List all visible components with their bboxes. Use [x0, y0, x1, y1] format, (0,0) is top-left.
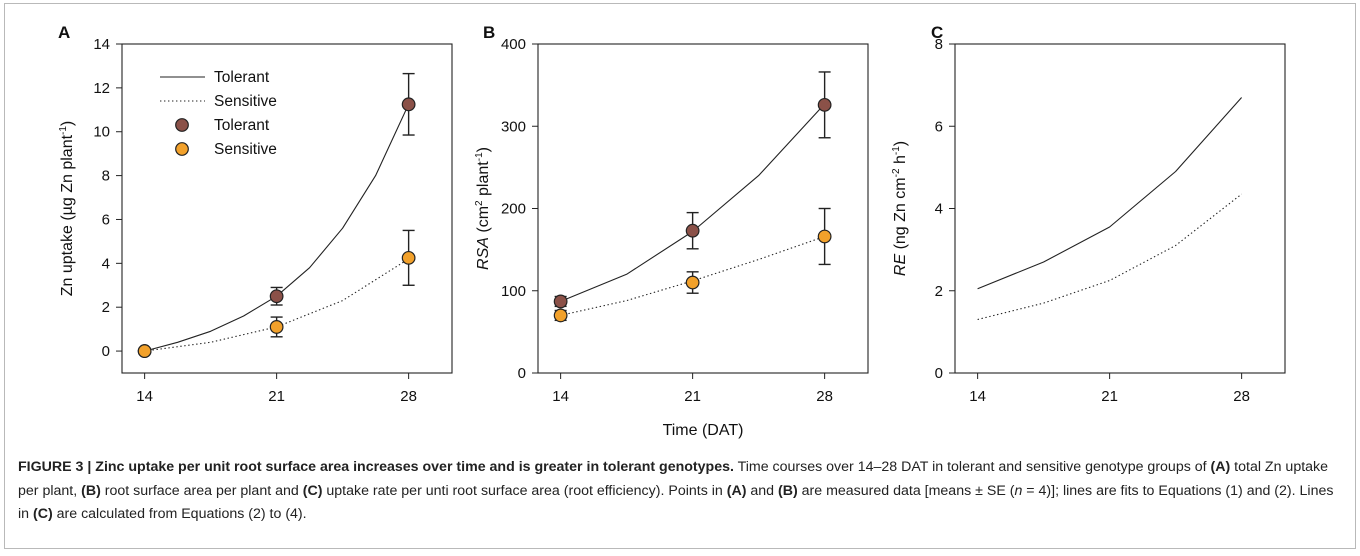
fit-line-sensitive [977, 193, 1242, 321]
data-point-sensitive [269, 320, 284, 334]
y-axis-label-part: -1 [58, 126, 69, 135]
y-axis-label-part: -1 [891, 146, 902, 155]
y-tick-label: 0 [935, 365, 943, 382]
y-tick-label: 6 [935, 118, 943, 135]
y-axis-label-part: -2 [891, 168, 902, 177]
legend-label: Sensitive [214, 141, 277, 158]
caption-run: (C) [32, 506, 53, 522]
data-point-sensitive [137, 344, 152, 358]
caption-run: (C) [302, 482, 323, 499]
x-axis-label: Time (DAT) [663, 422, 744, 439]
legend-label: Tolerant [214, 117, 270, 134]
caption-run: are calculated from Equations (2) to (4)… [52, 506, 307, 522]
panel-b: RSA (cm2 plant-1) [474, 43, 869, 379]
data-point-tolerant [269, 289, 284, 304]
data-point-sensitive [553, 308, 568, 323]
y-axis-label-part: ) [892, 141, 909, 146]
y-tick-label: 400 [501, 36, 526, 53]
legend-label: Sensitive [214, 93, 277, 110]
y-axis-label-part: Zn uptake (µg Zn plant [59, 134, 76, 296]
data-point-sensitive [817, 229, 832, 244]
x-tick-label: 21 [268, 388, 285, 405]
caption-run: and [746, 482, 778, 499]
y-tick-label: 2 [102, 299, 110, 316]
y-tick-label: 2 [935, 283, 943, 300]
x-tick-label: 21 [1101, 388, 1118, 405]
y-tick-label: 100 [501, 283, 526, 300]
x-tick-label: 14 [969, 388, 986, 405]
panel-label: C [931, 23, 943, 42]
y-axis-label-part: plant [475, 161, 492, 201]
y-axis-label: Zn uptake (µg Zn plant-1) [58, 121, 76, 297]
x-tick-label: 28 [816, 388, 833, 405]
panel-label: B [483, 23, 495, 42]
y-tick-label: 0 [518, 365, 526, 382]
y-tick-label: 4 [935, 201, 943, 218]
x-tick-label: 21 [684, 388, 701, 405]
legend-marker [175, 142, 189, 156]
y-axis-label-part: h [892, 155, 909, 168]
data-point-tolerant [817, 97, 832, 112]
plot-frame [537, 43, 869, 374]
x-tick-label: 14 [552, 388, 569, 405]
panel-a: Zn uptake (µg Zn plant-1) [58, 43, 453, 379]
y-tick-label: 8 [102, 168, 110, 185]
caption-run: = 4)]; lines are fits to Equations (1) a… [18, 482, 1334, 523]
y-axis-label-part: ) [59, 121, 76, 126]
caption-run: uptake rate per unti root surface area (… [322, 482, 727, 499]
x-tick-label: 28 [400, 388, 417, 405]
caption-run: (A) [1210, 459, 1231, 475]
y-axis-label: RSA (cm2 plant-1) [474, 147, 492, 270]
y-axis-label-part: (ng Zn cm [892, 177, 909, 253]
caption-run: are measured data [means ± SE ( [797, 482, 1015, 499]
panel-label: A [58, 23, 70, 42]
caption-run: total Zn uptake per plant, [18, 459, 1329, 499]
caption-run: Time courses over 14–28 DAT in tolerant … [733, 459, 1211, 475]
caption-run: (B) [81, 482, 101, 499]
y-tick-label: 4 [102, 255, 110, 272]
legend-marker [175, 118, 189, 132]
y-axis-label-part: (cm [475, 206, 492, 237]
legend-label: Tolerant [214, 69, 270, 86]
fit-line-sensitive [144, 258, 409, 352]
y-tick-label: 14 [93, 36, 110, 53]
data-point-tolerant [685, 223, 700, 238]
caption-run: (B) [777, 482, 798, 499]
y-axis-label-part: RE [892, 254, 909, 277]
y-tick-label: 8 [935, 36, 943, 53]
data-point-sensitive [401, 250, 416, 265]
figure-frame [4, 3, 1356, 549]
y-tick-label: 200 [501, 201, 526, 218]
x-tick-label: 28 [1233, 388, 1250, 405]
y-axis-label-part: ) [475, 147, 492, 152]
y-tick-label: 0 [102, 343, 110, 360]
figure-caption: FIGURE 3 | Zinc uptake per unit root sur… [18, 456, 1343, 527]
x-tick-label: 14 [136, 388, 153, 405]
data-point-sensitive [685, 275, 700, 290]
plot-frame [954, 43, 1286, 374]
y-axis-label: RE (ng Zn cm-2 h-1) [891, 141, 909, 276]
y-axis-label-part: 2 [474, 200, 485, 206]
caption-run: root surface area per plant and [100, 482, 303, 499]
y-tick-label: 6 [102, 211, 110, 228]
caption-run: (A) [726, 482, 747, 499]
data-point-tolerant [401, 97, 416, 112]
caption-title: FIGURE 3 | Zinc uptake per unit root sur… [18, 459, 734, 475]
y-axis-label-part: -1 [474, 152, 485, 161]
y-axis-label-part: RSA [475, 237, 492, 270]
data-point-tolerant [553, 294, 568, 309]
panel-c: RE (ng Zn cm-2 h-1) [891, 43, 1286, 379]
caption-body: Time courses over 14–28 DAT in tolerant … [18, 459, 1333, 522]
y-tick-label: 10 [93, 124, 110, 141]
fit-line-tolerant [977, 97, 1243, 290]
y-tick-label: 12 [93, 80, 110, 97]
plot-frame [121, 43, 453, 374]
y-tick-label: 300 [501, 118, 526, 135]
caption-run: n [1014, 482, 1023, 499]
